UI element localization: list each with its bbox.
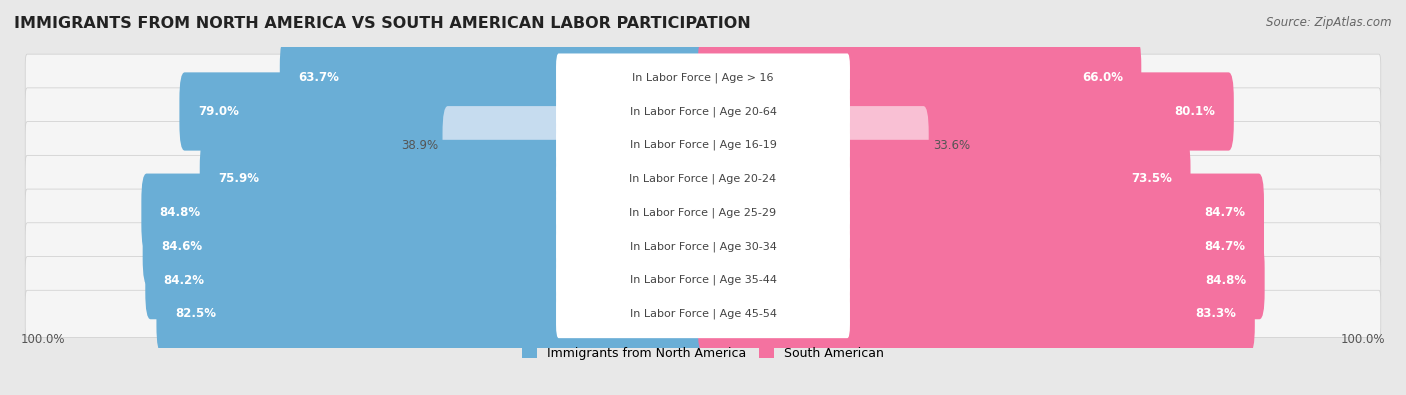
FancyBboxPatch shape bbox=[200, 140, 709, 218]
Text: 75.9%: 75.9% bbox=[218, 173, 259, 185]
Text: 83.3%: 83.3% bbox=[1195, 307, 1236, 320]
FancyBboxPatch shape bbox=[697, 241, 1264, 319]
Text: In Labor Force | Age > 16: In Labor Force | Age > 16 bbox=[633, 73, 773, 83]
Text: Source: ZipAtlas.com: Source: ZipAtlas.com bbox=[1267, 16, 1392, 29]
FancyBboxPatch shape bbox=[25, 189, 1381, 236]
FancyBboxPatch shape bbox=[180, 72, 709, 150]
FancyBboxPatch shape bbox=[555, 87, 851, 136]
FancyBboxPatch shape bbox=[25, 155, 1381, 203]
FancyBboxPatch shape bbox=[697, 39, 1142, 117]
Text: In Labor Force | Age 35-44: In Labor Force | Age 35-44 bbox=[630, 275, 776, 286]
Text: 84.7%: 84.7% bbox=[1205, 240, 1246, 253]
FancyBboxPatch shape bbox=[25, 256, 1381, 304]
Text: In Labor Force | Age 30-34: In Labor Force | Age 30-34 bbox=[630, 241, 776, 252]
FancyBboxPatch shape bbox=[555, 188, 851, 237]
Text: 84.8%: 84.8% bbox=[160, 206, 201, 219]
Text: 63.7%: 63.7% bbox=[298, 71, 339, 84]
FancyBboxPatch shape bbox=[555, 222, 851, 271]
FancyBboxPatch shape bbox=[145, 241, 709, 319]
Text: 66.0%: 66.0% bbox=[1083, 71, 1123, 84]
Text: In Labor Force | Age 45-54: In Labor Force | Age 45-54 bbox=[630, 308, 776, 319]
Text: 80.1%: 80.1% bbox=[1174, 105, 1215, 118]
Text: 100.0%: 100.0% bbox=[21, 333, 65, 346]
Text: In Labor Force | Age 20-24: In Labor Force | Age 20-24 bbox=[630, 174, 776, 184]
FancyBboxPatch shape bbox=[555, 121, 851, 169]
FancyBboxPatch shape bbox=[25, 223, 1381, 270]
FancyBboxPatch shape bbox=[443, 106, 709, 184]
Text: 100.0%: 100.0% bbox=[1341, 333, 1385, 346]
FancyBboxPatch shape bbox=[142, 173, 709, 252]
Text: 82.5%: 82.5% bbox=[174, 307, 215, 320]
Text: 84.2%: 84.2% bbox=[163, 274, 205, 287]
FancyBboxPatch shape bbox=[555, 53, 851, 102]
FancyBboxPatch shape bbox=[697, 275, 1254, 353]
Text: In Labor Force | Age 16-19: In Labor Force | Age 16-19 bbox=[630, 140, 776, 150]
FancyBboxPatch shape bbox=[25, 54, 1381, 102]
Text: 33.6%: 33.6% bbox=[934, 139, 970, 152]
FancyBboxPatch shape bbox=[697, 140, 1191, 218]
FancyBboxPatch shape bbox=[697, 173, 1264, 252]
Legend: Immigrants from North America, South American: Immigrants from North America, South Ame… bbox=[517, 342, 889, 365]
FancyBboxPatch shape bbox=[280, 39, 709, 117]
Text: 79.0%: 79.0% bbox=[198, 105, 239, 118]
FancyBboxPatch shape bbox=[156, 275, 709, 353]
FancyBboxPatch shape bbox=[25, 122, 1381, 169]
Text: 84.6%: 84.6% bbox=[162, 240, 202, 253]
Text: In Labor Force | Age 25-29: In Labor Force | Age 25-29 bbox=[630, 207, 776, 218]
FancyBboxPatch shape bbox=[555, 256, 851, 305]
Text: 84.8%: 84.8% bbox=[1205, 274, 1246, 287]
Text: IMMIGRANTS FROM NORTH AMERICA VS SOUTH AMERICAN LABOR PARTICIPATION: IMMIGRANTS FROM NORTH AMERICA VS SOUTH A… bbox=[14, 16, 751, 31]
FancyBboxPatch shape bbox=[697, 72, 1234, 150]
FancyBboxPatch shape bbox=[25, 290, 1381, 337]
FancyBboxPatch shape bbox=[555, 155, 851, 203]
FancyBboxPatch shape bbox=[555, 290, 851, 338]
FancyBboxPatch shape bbox=[142, 207, 709, 286]
Text: 84.7%: 84.7% bbox=[1205, 206, 1246, 219]
FancyBboxPatch shape bbox=[25, 88, 1381, 135]
Text: 73.5%: 73.5% bbox=[1132, 173, 1173, 185]
Text: 38.9%: 38.9% bbox=[401, 139, 437, 152]
FancyBboxPatch shape bbox=[697, 207, 1264, 286]
Text: In Labor Force | Age 20-64: In Labor Force | Age 20-64 bbox=[630, 106, 776, 117]
FancyBboxPatch shape bbox=[697, 106, 929, 184]
